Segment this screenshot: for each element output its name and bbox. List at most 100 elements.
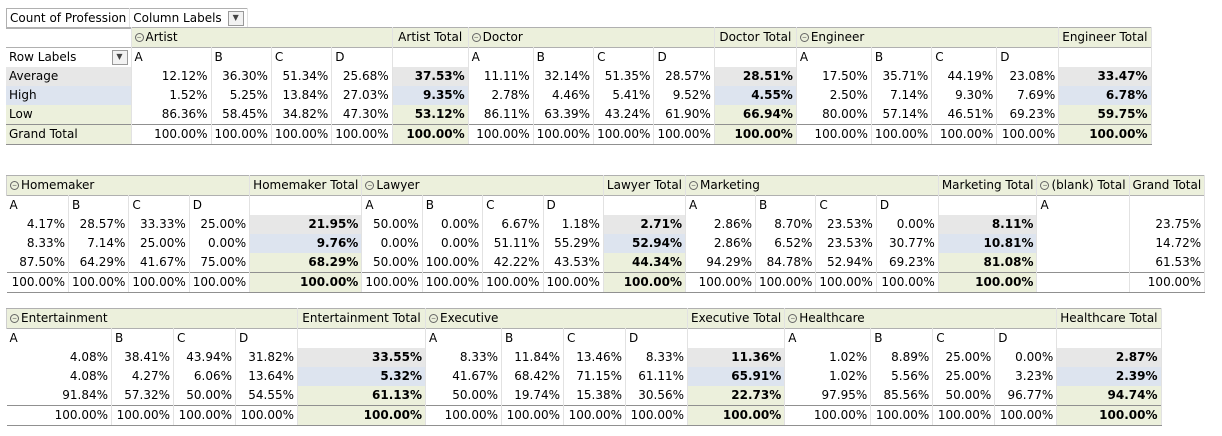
group-total-cell: 100.00% bbox=[687, 405, 786, 426]
pivot-block-3: − Entertainment Entertainment Total − Execut… bbox=[6, 308, 1162, 426]
empty-cell bbox=[1056, 328, 1162, 348]
value-cell: 44.19% bbox=[931, 67, 998, 86]
value-cell: 8.70% bbox=[755, 215, 817, 234]
group-total-header: Homemaker Total bbox=[249, 175, 363, 196]
sub-column-header: A bbox=[425, 328, 502, 348]
collapse-icon[interactable]: − bbox=[429, 314, 438, 323]
blank-cell bbox=[1036, 272, 1130, 293]
collapse-icon[interactable]: − bbox=[788, 314, 798, 323]
group-total-cell: 11.36% bbox=[687, 348, 786, 367]
sub-column-header: B bbox=[211, 47, 272, 67]
value-cell: 100.00% bbox=[235, 405, 298, 426]
sub-column-header: B bbox=[871, 47, 933, 67]
data-row-high: 8.33% 7.14% 25.00% 0.00% 9.76% 0.00% 0.00% 51.1… bbox=[6, 234, 1206, 253]
sub-column-header: C bbox=[173, 328, 236, 348]
sub-column-header: C bbox=[815, 195, 877, 215]
group-total-cell: 44.34% bbox=[603, 253, 687, 273]
group-header-healthcare[interactable]: − Healthcare bbox=[784, 308, 1058, 329]
group-header-lawyer[interactable]: − Lawyer bbox=[361, 175, 604, 196]
value-cell: 100.00% bbox=[422, 253, 484, 273]
group-total-cell: 100.00% bbox=[1058, 124, 1152, 145]
value-cell: 86.11% bbox=[468, 105, 534, 125]
sub-column-header: A bbox=[1036, 195, 1130, 215]
pivot-block-2: − Homemaker Homemaker Total − Lawyer Lawyer T… bbox=[5, 175, 1206, 293]
group-header-engineer[interactable]: − Engineer bbox=[795, 27, 1060, 48]
group-total-cell: 100.00% bbox=[249, 272, 363, 293]
group-header-artist[interactable]: − Artist bbox=[130, 27, 393, 48]
value-cell: 100.00% bbox=[482, 272, 544, 293]
sub-column-header: B bbox=[111, 328, 174, 348]
row-labels-label: Row Labels bbox=[9, 50, 77, 64]
value-cell: 43.24% bbox=[593, 105, 655, 125]
value-cell: 68.42% bbox=[501, 367, 564, 386]
value-cell: 58.45% bbox=[211, 105, 272, 125]
sub-column-header: B bbox=[501, 328, 564, 348]
value-cell: 12.12% bbox=[131, 67, 212, 86]
sub-column-header: C bbox=[128, 195, 190, 215]
value-cell: 2.50% bbox=[796, 86, 872, 105]
value-cell: 23.08% bbox=[996, 67, 1060, 86]
group-total-cell: 2.87% bbox=[1056, 348, 1162, 367]
collapse-icon[interactable]: − bbox=[365, 181, 375, 190]
filter-dropdown-icon[interactable]: ▼ bbox=[111, 50, 128, 65]
sub-column-header: D bbox=[876, 195, 939, 215]
value-cell: 100.00% bbox=[871, 124, 933, 145]
group-total-cell: 100.00% bbox=[297, 405, 426, 426]
collapse-icon[interactable]: − bbox=[1040, 181, 1050, 190]
value-cell: 1.52% bbox=[131, 86, 212, 105]
filter-dropdown-icon[interactable]: ▼ bbox=[227, 11, 244, 26]
value-cell: 23.53% bbox=[815, 215, 877, 234]
group-total-cell: 21.95% bbox=[249, 215, 363, 234]
value-cell: 100.00% bbox=[685, 272, 757, 293]
group-header-doctor[interactable]: − Doctor bbox=[467, 27, 715, 48]
group-total-cell: 100.00% bbox=[1056, 405, 1162, 426]
collapse-icon[interactable]: − bbox=[10, 314, 19, 323]
value-cell: 5.25% bbox=[211, 86, 272, 105]
value-cell: 94.29% bbox=[685, 253, 757, 273]
row-label: Grand Total bbox=[6, 124, 132, 145]
value-cell: 36.30% bbox=[211, 67, 272, 86]
row-label: High bbox=[6, 86, 132, 105]
data-row-high: High 1.52% 5.25% 13.84% 27.03% 9.35% 2.78% 4.46… bbox=[6, 86, 1152, 105]
group-total-cell: 2.71% bbox=[603, 215, 687, 234]
value-cell: 71.15% bbox=[563, 367, 626, 386]
value-cell: 100.00% bbox=[653, 124, 715, 145]
group-name: Lawyer bbox=[376, 178, 420, 192]
value-cell: 23.53% bbox=[815, 234, 877, 253]
collapse-icon[interactable]: − bbox=[689, 181, 699, 190]
value-cell: 100.00% bbox=[755, 272, 817, 293]
value-cell: 100.00% bbox=[533, 124, 595, 145]
value-cell: 7.69% bbox=[996, 86, 1060, 105]
sub-column-header: D bbox=[331, 47, 393, 67]
collapse-icon[interactable]: − bbox=[799, 33, 809, 42]
column-labels-cell[interactable]: Column Labels ▼ bbox=[129, 8, 248, 29]
value-cell: 19.74% bbox=[501, 386, 564, 406]
value-cell: 5.41% bbox=[593, 86, 655, 105]
group-header-homemaker[interactable]: − Homemaker bbox=[5, 175, 251, 196]
value-cell: 85.56% bbox=[870, 386, 934, 406]
value-cell: 100.00% bbox=[468, 124, 534, 145]
group-total-cell: 28.51% bbox=[714, 67, 797, 86]
group-header-marketing[interactable]: − Marketing bbox=[685, 175, 939, 196]
value-cell: 1.02% bbox=[784, 348, 872, 367]
group-total-header: Healthcare Total bbox=[1056, 308, 1162, 329]
data-row-gt: 100.00% 100.00% 100.00% 100.00% 100.00% 100.0… bbox=[6, 272, 1206, 293]
value-cell: 50.00% bbox=[361, 253, 423, 273]
collapse-icon[interactable]: − bbox=[10, 181, 19, 190]
value-cell: 15.38% bbox=[563, 386, 626, 406]
collapse-icon[interactable]: − bbox=[134, 33, 144, 42]
collapse-icon[interactable]: − bbox=[471, 33, 481, 42]
value-cell: 100.00% bbox=[931, 124, 998, 145]
sub-column-header: C bbox=[271, 47, 333, 67]
blank-total-label: (blank) Total bbox=[1051, 178, 1126, 192]
value-cell: 51.35% bbox=[593, 67, 655, 86]
value-cell: 46.51% bbox=[931, 105, 998, 125]
group-header-entertainment[interactable]: − Entertainment bbox=[6, 308, 298, 329]
row-labels-cell[interactable]: Row Labels ▼ bbox=[6, 47, 132, 67]
sub-column-header: B bbox=[68, 195, 130, 215]
group-header-executive[interactable]: − Executive bbox=[425, 308, 688, 329]
value-cell: 32.14% bbox=[533, 67, 595, 86]
data-row-low: Low 86.36% 58.45% 34.82% 47.30% 53.12% 86.11% 6… bbox=[6, 105, 1152, 125]
data-row-avg: Average 12.12% 36.30% 51.34% 25.68% 37.53% 11.… bbox=[6, 67, 1152, 86]
group-total-cell: 10.81% bbox=[938, 234, 1038, 253]
